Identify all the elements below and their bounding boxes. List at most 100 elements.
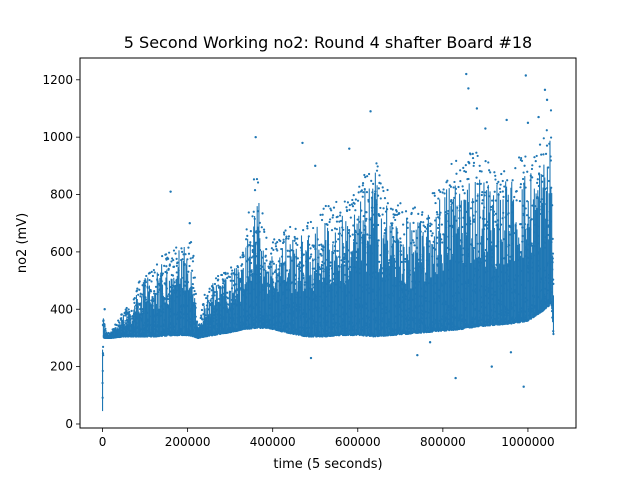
data-point xyxy=(253,189,257,192)
data-point xyxy=(428,224,432,228)
data-point xyxy=(520,156,523,160)
data-point xyxy=(519,223,523,226)
data-point xyxy=(514,167,517,170)
y-tick-label: 1000 xyxy=(42,130,73,144)
data-point xyxy=(421,211,424,214)
data-point xyxy=(356,199,360,202)
data-point xyxy=(193,276,196,279)
data-point xyxy=(375,162,378,165)
data-point xyxy=(328,218,332,221)
data-point xyxy=(154,285,158,288)
data-point xyxy=(186,258,189,261)
data-point xyxy=(365,191,369,194)
data-point xyxy=(422,221,425,224)
data-point xyxy=(213,282,217,286)
data-point xyxy=(175,246,178,249)
data-point xyxy=(270,247,273,250)
data-point xyxy=(375,169,379,172)
data-point xyxy=(372,182,375,186)
data-point xyxy=(354,198,357,201)
data-point xyxy=(272,248,275,251)
data-point xyxy=(276,241,279,244)
data-point xyxy=(392,216,395,219)
data-point xyxy=(350,252,353,255)
data-point xyxy=(436,226,440,230)
data-point-outlier xyxy=(348,147,351,150)
data-point xyxy=(127,308,130,311)
data-point-outlier xyxy=(545,98,549,102)
data-point xyxy=(362,214,365,218)
data-point xyxy=(434,201,437,205)
data-point xyxy=(489,171,492,174)
data-point xyxy=(187,246,190,249)
data-point xyxy=(343,252,346,256)
data-point xyxy=(404,257,407,261)
data-point xyxy=(503,185,506,188)
data-point xyxy=(523,164,526,167)
data-point xyxy=(200,308,204,312)
data-point xyxy=(403,233,406,236)
data-point xyxy=(545,129,548,132)
data-point xyxy=(310,253,313,256)
data-point xyxy=(326,223,329,226)
data-point xyxy=(497,180,500,183)
data-point xyxy=(469,207,473,210)
data-point xyxy=(481,191,484,194)
data-point xyxy=(491,199,494,202)
data-point xyxy=(335,200,338,204)
data-point xyxy=(534,160,537,163)
data-point xyxy=(150,280,153,283)
data-point xyxy=(175,264,178,267)
data-point xyxy=(378,174,381,177)
data-point xyxy=(229,279,232,282)
data-point xyxy=(437,189,441,192)
data-point xyxy=(138,280,141,283)
data-point xyxy=(264,254,267,257)
data-point xyxy=(332,214,335,217)
data-point xyxy=(265,248,268,251)
data-point xyxy=(289,225,292,229)
data-point xyxy=(133,296,136,300)
data-point xyxy=(189,241,193,244)
data-point xyxy=(435,211,439,214)
data-point xyxy=(262,228,266,231)
data-point xyxy=(231,269,234,272)
data-point xyxy=(464,170,468,174)
data-point xyxy=(290,249,293,252)
data-point xyxy=(398,212,401,215)
data-point xyxy=(394,218,397,222)
data-point xyxy=(481,199,484,202)
data-point xyxy=(181,250,184,253)
data-point xyxy=(268,266,271,270)
x-axis-label: time (5 seconds) xyxy=(273,457,382,472)
data-point xyxy=(501,179,504,183)
data-point xyxy=(370,179,373,182)
data-point xyxy=(309,220,312,224)
data-point xyxy=(533,156,536,159)
data-point xyxy=(459,180,462,183)
data-point-outlier xyxy=(522,385,525,388)
data-point xyxy=(396,204,400,207)
data-point xyxy=(201,318,204,321)
data-point xyxy=(271,241,275,244)
data-point xyxy=(450,162,453,166)
data-point xyxy=(136,287,139,290)
data-point xyxy=(220,273,224,277)
data-point xyxy=(376,165,379,168)
data-points xyxy=(101,72,555,412)
data-point xyxy=(335,228,338,231)
data-point xyxy=(245,238,248,241)
data-point xyxy=(322,207,325,210)
data-point xyxy=(364,176,367,179)
data-point-outlier xyxy=(467,87,470,90)
data-point xyxy=(149,290,153,293)
data-point xyxy=(381,213,384,216)
data-point xyxy=(462,188,465,192)
data-point xyxy=(329,207,332,210)
data-point xyxy=(457,185,460,189)
data-point xyxy=(358,185,361,188)
data-point xyxy=(379,182,382,185)
data-point xyxy=(274,245,278,248)
data-point xyxy=(480,170,483,173)
data-point xyxy=(148,271,151,275)
